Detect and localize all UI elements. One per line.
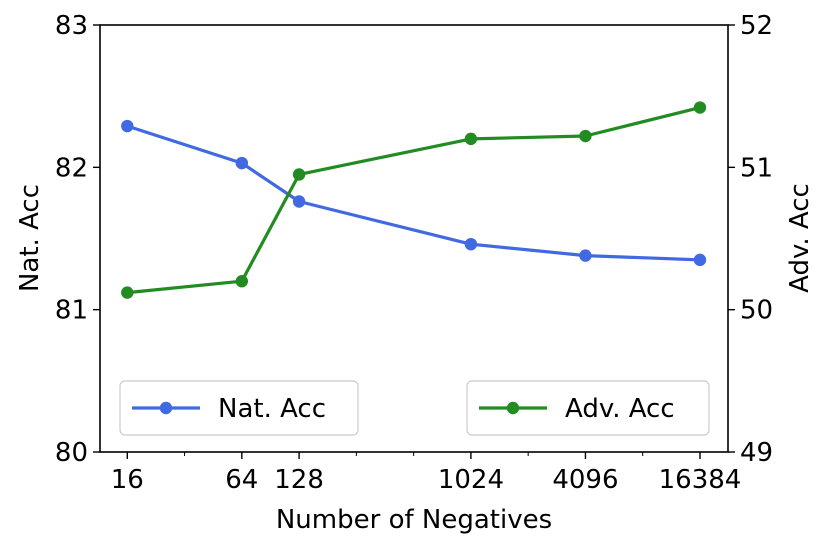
y-left-tick-label: 81 [55, 296, 88, 326]
legend-nat-acc: Nat. Acc [119, 380, 359, 436]
chart-marks [121, 101, 707, 299]
y-axis-right-label: Adv. Acc [785, 183, 815, 293]
legend-marker-swatch [159, 401, 173, 415]
series-line-nat-acc [126, 124, 701, 262]
y-left-tick-label: 83 [55, 11, 88, 41]
legend-marker-swatch [506, 401, 520, 415]
x-tick-label: 16 [111, 465, 144, 495]
legend-adv-acc: Adv. Acc [466, 380, 710, 436]
data-point-adv-acc [579, 129, 592, 143]
legend-box [466, 380, 710, 436]
x-tick-label: 1024 [438, 465, 504, 495]
y-right-tick-label: 52 [740, 11, 773, 41]
data-point-nat-acc [693, 253, 707, 267]
data-point-adv-acc [121, 286, 134, 299]
y-right-tick-label: 51 [740, 153, 773, 183]
data-point-adv-acc [292, 168, 306, 181]
x-tick-label: 64 [225, 465, 258, 495]
series-line-adv-acc [127, 106, 701, 295]
data-point-adv-acc [464, 132, 478, 146]
data-point-nat-acc [235, 156, 249, 170]
x-tick-label: 4096 [552, 465, 618, 495]
data-point-adv-acc [693, 101, 707, 114]
legend-label: Nat. Acc [218, 394, 326, 424]
y-right-tick-label: 50 [740, 296, 773, 326]
x-tick-label: 16384 [659, 465, 742, 495]
legend-box [119, 380, 359, 436]
y-axis-left-label: Nat. Acc [15, 184, 45, 292]
data-point-nat-acc [121, 119, 134, 133]
y-left-tick-label: 80 [55, 438, 88, 468]
y-right-tick-label: 49 [740, 438, 773, 468]
data-point-nat-acc [464, 237, 478, 251]
y-left-tick-label: 82 [55, 153, 88, 183]
data-point-nat-acc [579, 249, 592, 262]
chart-axes: 16 64 128 1024 4096 16384 80 81 82 83 49 50 51 52 [55, 11, 773, 495]
data-point-adv-acc [235, 275, 249, 288]
x-axis-label: Number of Negatives [276, 505, 552, 535]
legend-label: Adv. Acc [565, 394, 675, 424]
data-point-nat-acc [292, 195, 306, 208]
x-tick-label: 128 [274, 465, 324, 495]
chart-legends: Nat. Acc Adv. Acc [119, 380, 710, 436]
